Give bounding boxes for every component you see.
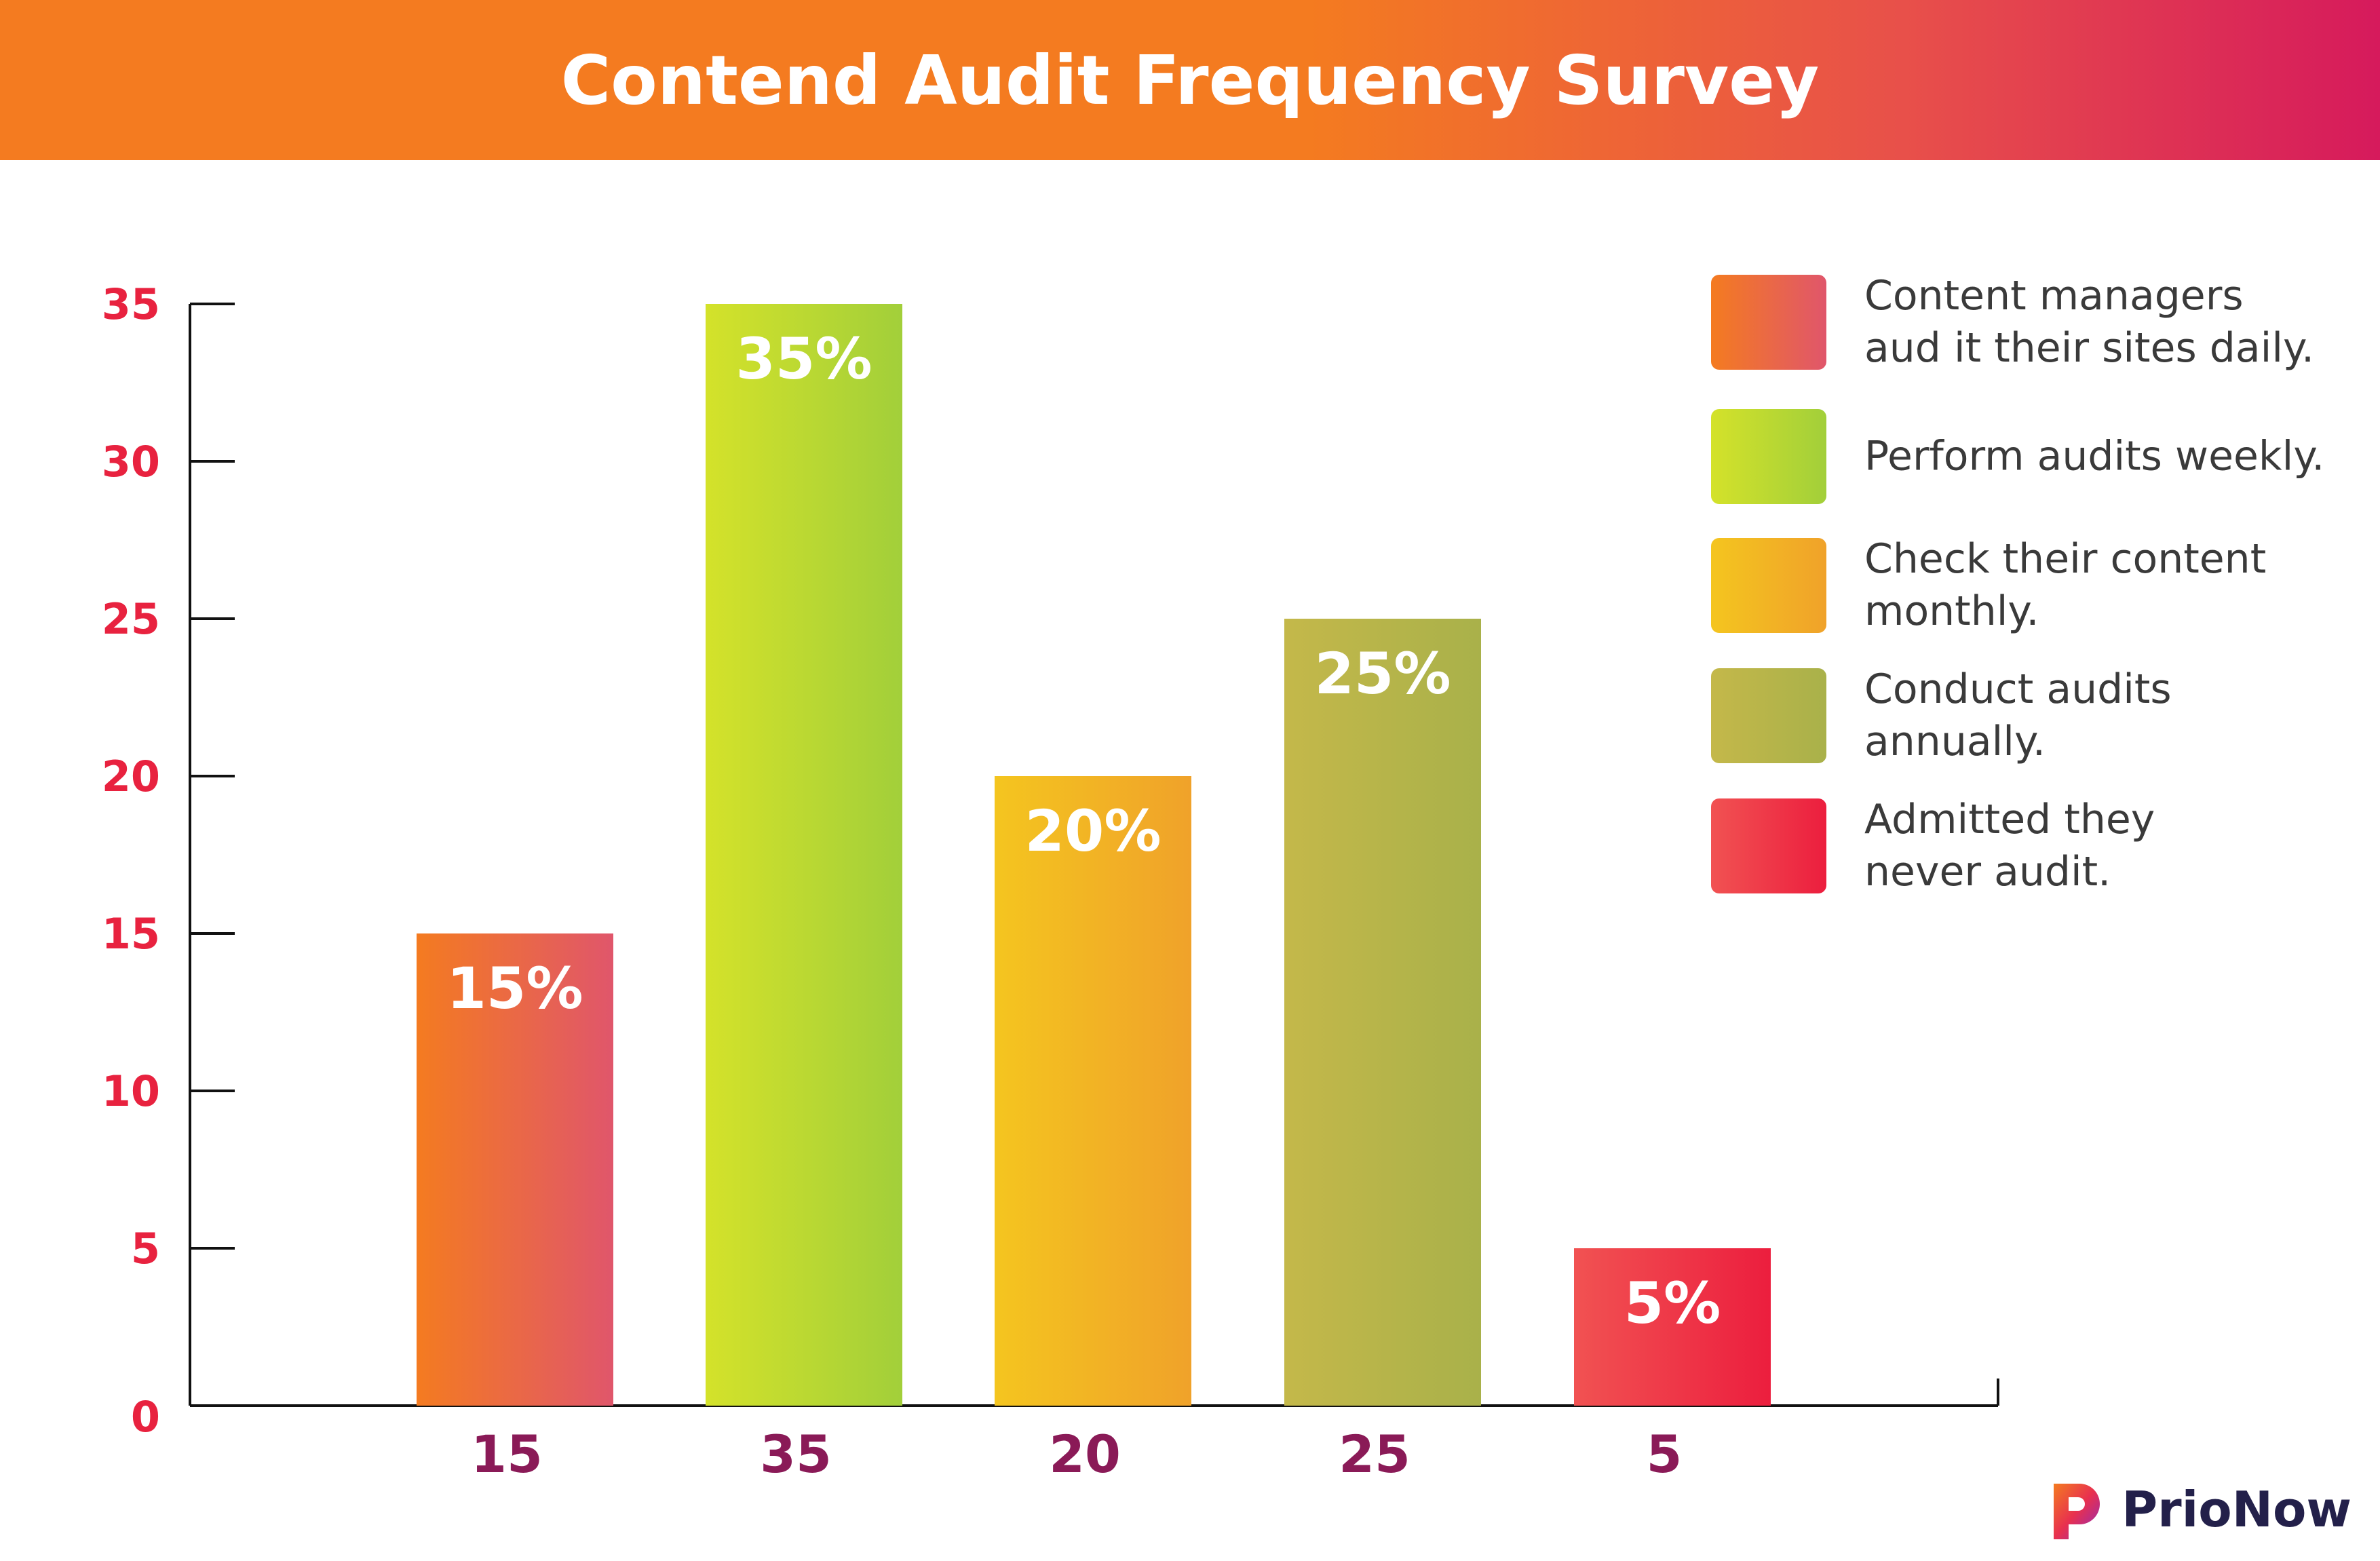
legend-label: Check their content monthly. [1864,535,2267,635]
legend-item: Check their content monthly. [1711,535,2362,635]
legend-swatch [1711,668,1826,763]
bar [1284,619,1481,1406]
bar-data-label: 20% [1024,798,1161,864]
y-tick-label: 15 [102,909,160,959]
y-tick-label: 5 [131,1224,160,1273]
prionow-logo-icon [2054,1484,2100,1539]
y-tick-label: 20 [102,752,160,801]
x-axis-ticks: 15 35 20 25 5 [471,1424,1682,1484]
bar [1574,1248,1771,1406]
title-bar: Contend Audit Frequency Survey [0,0,2380,160]
legend-item: Content managers aud it their sites dail… [1711,272,2362,372]
bar-data-label: 35% [735,326,872,392]
y-axis-ticks: 0 5 10 15 20 25 30 35 [102,280,235,1442]
x-tick-label: 5 [1647,1424,1683,1484]
chart-title: Contend Audit Frequency Survey [560,40,1820,120]
bars: 15% 35% 20% 25% 5% [417,304,1771,1406]
y-tick-label: 35 [102,280,160,329]
y-tick-label: 0 [131,1392,160,1442]
bar-data-label: 5% [1624,1270,1721,1336]
legend-label: Admitted they never audit. [1864,796,2155,895]
bar [995,776,1191,1406]
bar-data-label: 15% [446,955,583,1022]
brand-name: PrioNow [2122,1481,2352,1538]
x-tick-label: 15 [471,1424,543,1484]
legend-swatch [1711,538,1826,633]
legend-item: Conduct audits annually. [1711,666,2362,765]
bar-data-label: 25% [1314,640,1451,707]
y-tick-label: 25 [102,594,160,644]
legend-swatch [1711,275,1826,370]
y-tick-label: 10 [102,1066,160,1116]
bar [706,304,902,1406]
brand-logo: PrioNow [2048,1477,2352,1542]
legend-swatch [1711,798,1826,893]
legend-item: Admitted they never audit. [1711,796,2362,895]
legend-item: Perform audits weekly. [1711,409,2362,504]
legend-label: Content managers aud it their sites dail… [1864,272,2315,372]
y-tick-label: 30 [102,437,160,486]
legend-label: Perform audits weekly. [1864,432,2325,480]
x-tick-label: 25 [1339,1424,1410,1484]
x-tick-label: 20 [1049,1424,1121,1484]
bar [417,933,613,1406]
legend-label: Conduct audits annually. [1864,666,2172,765]
legend-swatch [1711,409,1826,504]
x-tick-label: 35 [760,1424,832,1484]
